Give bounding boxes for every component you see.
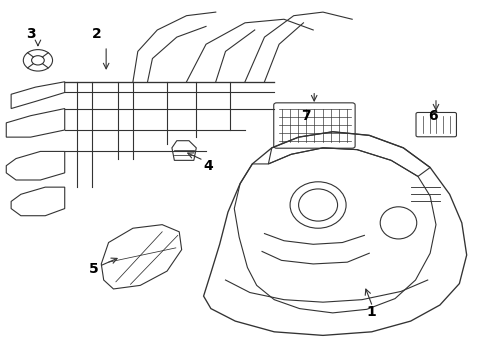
Text: 2: 2 bbox=[92, 27, 101, 41]
Text: 3: 3 bbox=[26, 27, 35, 41]
Text: 7: 7 bbox=[301, 109, 311, 123]
Text: 5: 5 bbox=[89, 262, 99, 276]
Text: 6: 6 bbox=[428, 109, 438, 123]
Text: 1: 1 bbox=[367, 305, 376, 319]
Text: 4: 4 bbox=[203, 159, 213, 173]
